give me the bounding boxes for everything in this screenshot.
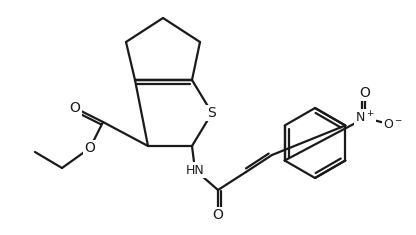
Text: O$^-$: O$^-$ <box>383 118 403 132</box>
Text: O: O <box>359 86 370 100</box>
Text: N$^+$: N$^+$ <box>355 110 375 126</box>
Text: O: O <box>69 101 80 115</box>
Text: HN: HN <box>186 164 204 176</box>
Text: O: O <box>84 141 95 155</box>
Text: S: S <box>208 106 216 120</box>
Text: O: O <box>213 208 223 222</box>
